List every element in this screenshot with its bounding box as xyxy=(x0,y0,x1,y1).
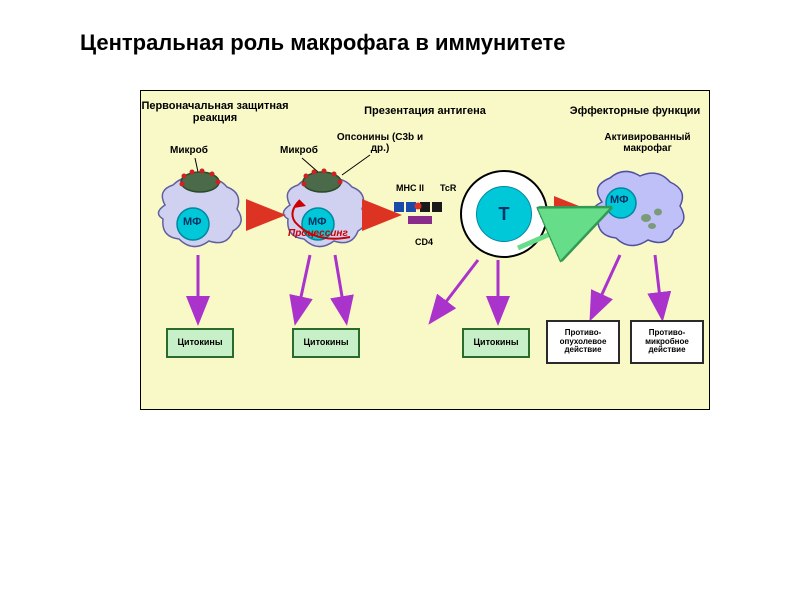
label-opsonins: Опсонины (C3b и др.) xyxy=(335,132,425,154)
microbe-1 xyxy=(178,168,222,194)
label-microbe-2: Микроб xyxy=(280,145,318,156)
label-mhc2: MHC II xyxy=(396,183,424,193)
section-header-presentation: Презентация антигена xyxy=(340,105,510,117)
macrophage-3-activated xyxy=(590,170,690,250)
microbe-2 xyxy=(300,168,344,194)
macrophage-1-label: МФ xyxy=(183,216,202,228)
label-microbe-1: Микроб xyxy=(170,145,208,156)
output-cytokines-1: Цитокины xyxy=(166,328,234,358)
label-tcr: TcR xyxy=(440,183,456,193)
output-cytokines-3: Цитокины xyxy=(462,328,530,358)
slide-title: Центральная роль макрофага в иммунитете xyxy=(80,30,566,56)
section-header-initial: Первоначальная защитная реакция xyxy=(140,100,290,124)
receptor-complex xyxy=(392,192,462,240)
t-cell: Т xyxy=(460,170,548,258)
output-antimicrobial: Противо-микробное действие xyxy=(630,320,704,364)
label-activated-macrophage: Активированный макрофаг xyxy=(590,132,705,154)
processing-arrow xyxy=(280,192,380,247)
output-antitumor: Противо-опухолевое действие xyxy=(546,320,620,364)
macrophage-3-label: МФ xyxy=(610,194,629,206)
section-header-effector: Эффекторные функции xyxy=(550,105,720,117)
t-cell-label: Т xyxy=(499,204,510,225)
output-cytokines-2: Цитокины xyxy=(292,328,360,358)
label-cd4: CD4 xyxy=(415,237,433,247)
